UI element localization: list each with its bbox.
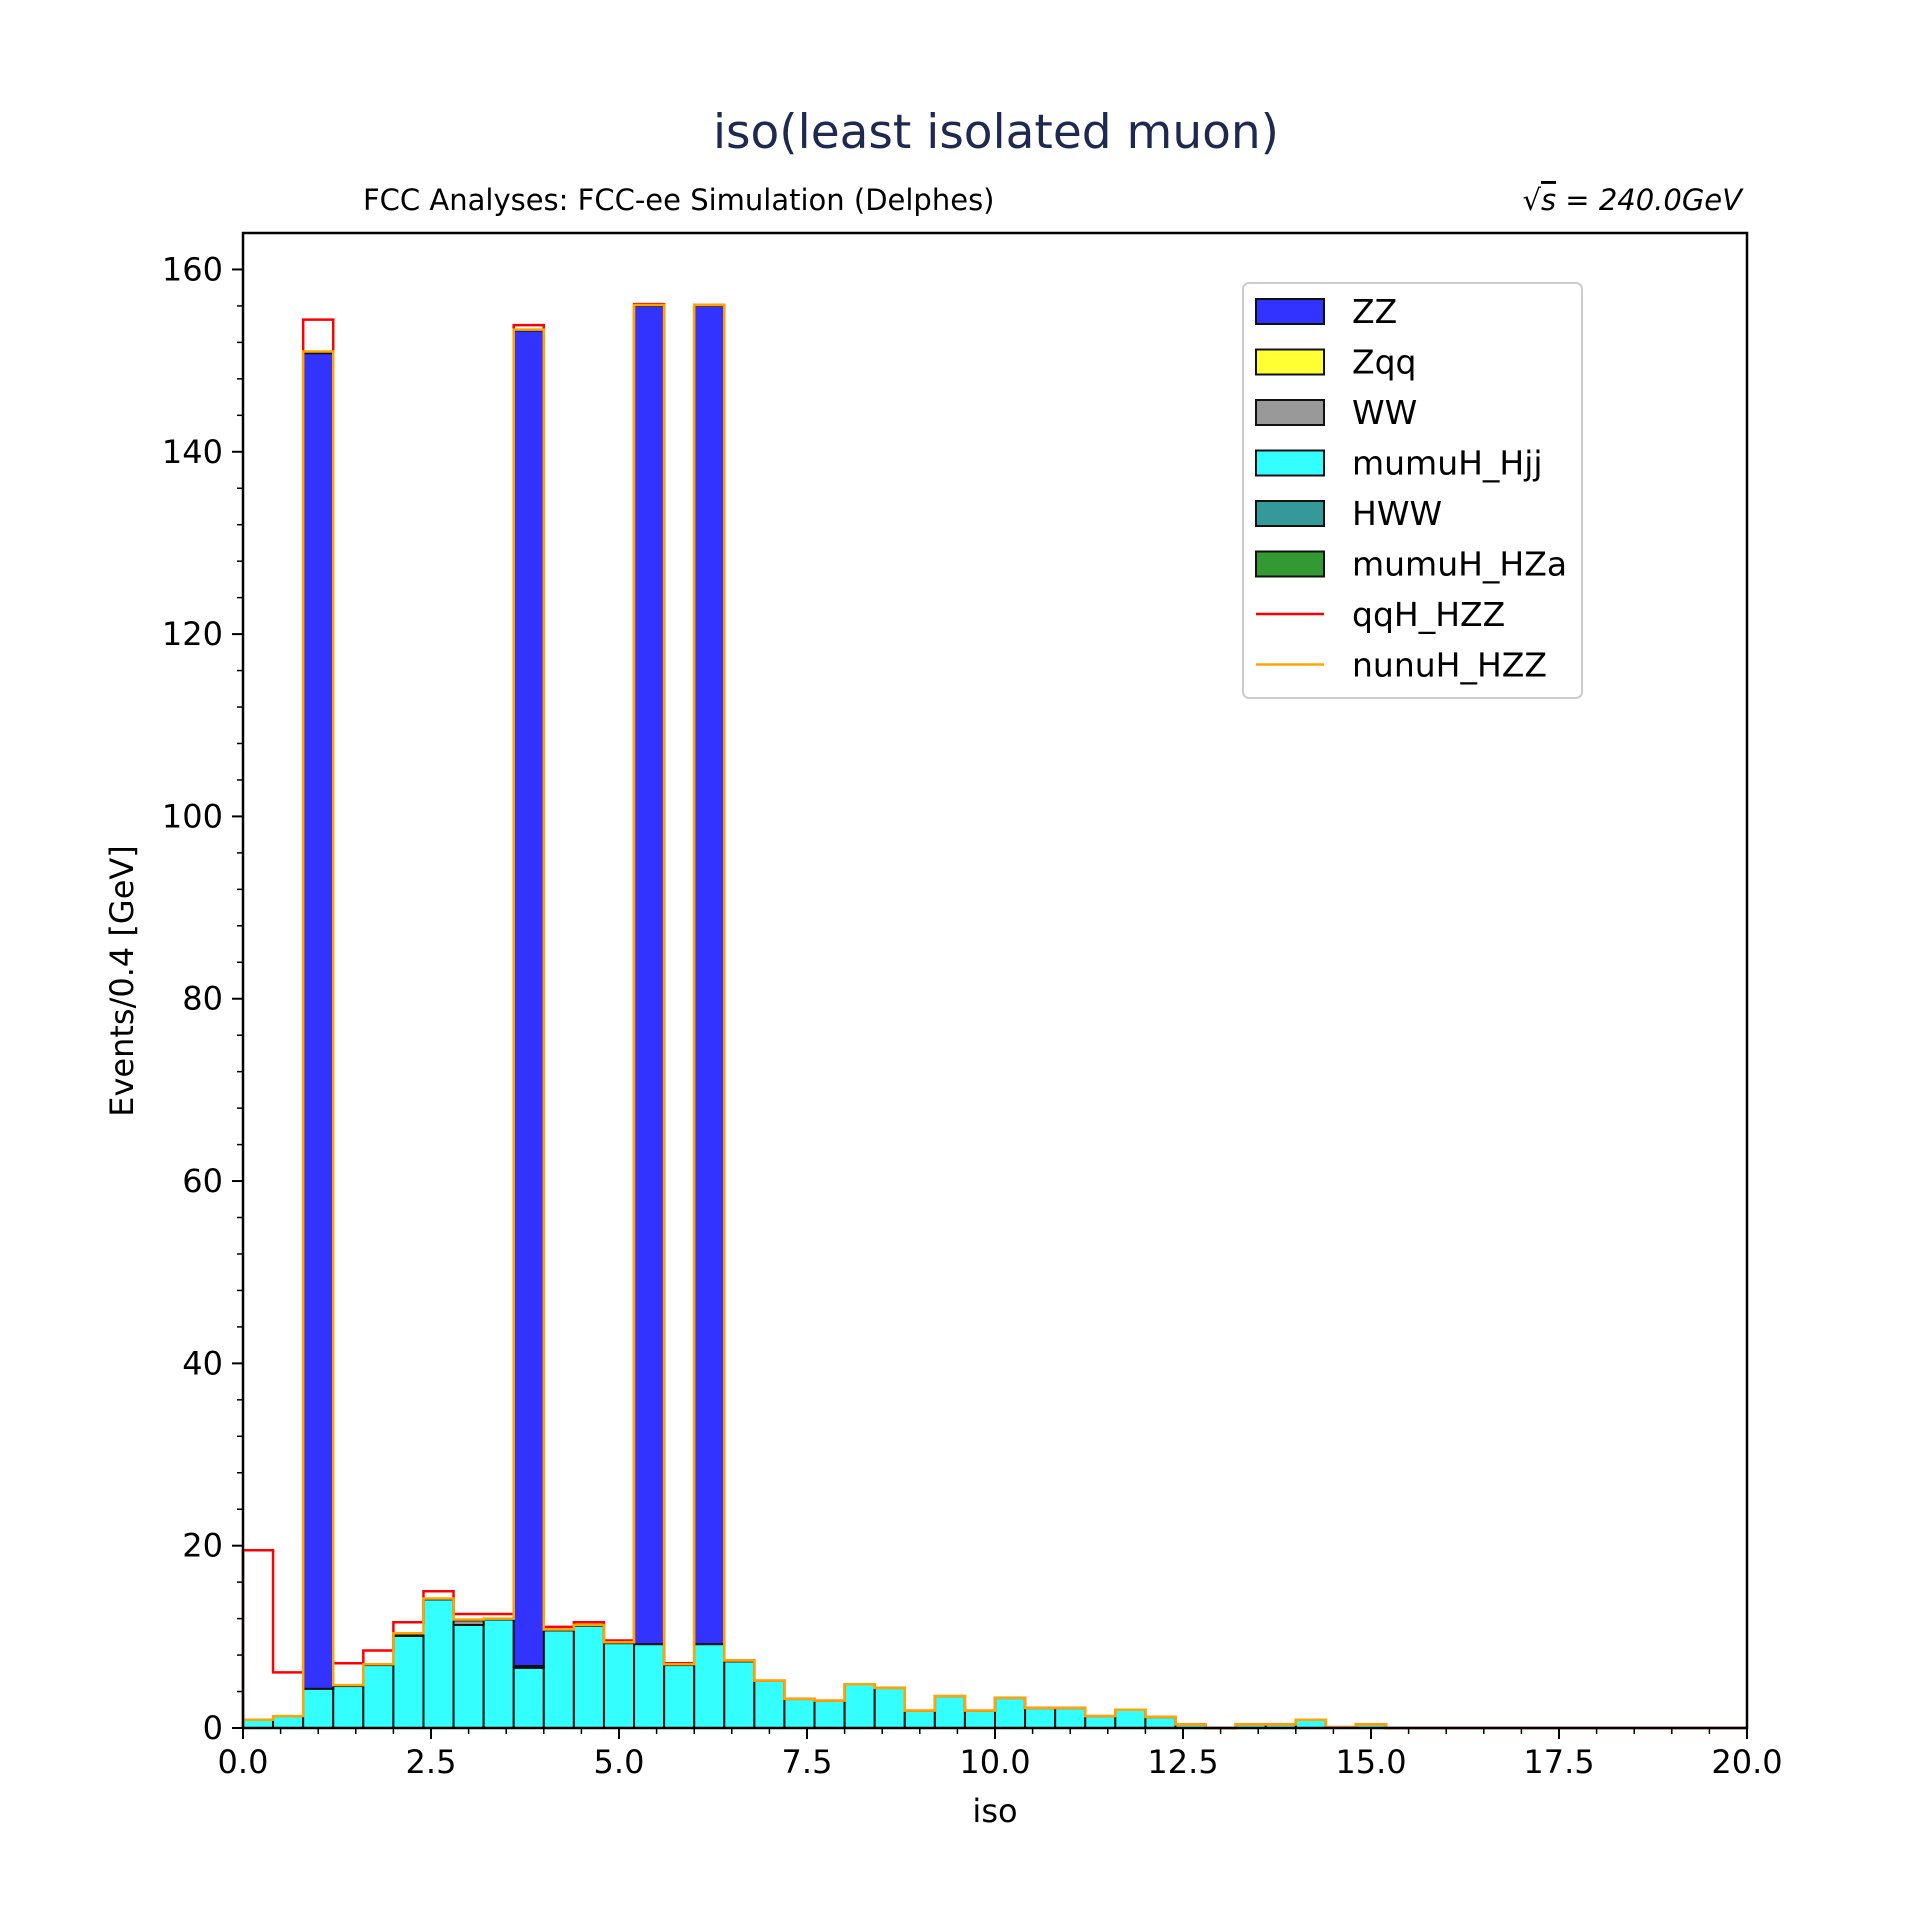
bar-ZZ-13 xyxy=(634,305,665,1645)
bar-ZZ-9 xyxy=(513,330,544,1667)
bar-mumuH_Hjj-11 xyxy=(573,1625,604,1728)
x-axis: 0.0 2.5 5.0 7.5 10.0 12.5 15.0 17.5 20.0 xyxy=(218,1728,1783,1781)
legend-label-mumuH_HZa: mumuH_HZa xyxy=(1352,545,1567,584)
bar-mumuH_Hjj-23 xyxy=(934,1696,965,1728)
legend-label-Zqq: Zqq xyxy=(1352,343,1417,382)
chart-subtitle-left: FCC Analyses: FCC-ee Simulation (Delphes… xyxy=(363,183,995,217)
y-tick-label: 120 xyxy=(162,615,223,653)
bar-mumuH_Hjj-18 xyxy=(784,1698,815,1728)
bar-mumuH_Hjj-12 xyxy=(603,1643,635,1728)
y-tick-label: 40 xyxy=(182,1344,223,1382)
bar-mumuH_Hjj-14 xyxy=(664,1665,695,1728)
y-tick-label: 0 xyxy=(203,1709,223,1747)
bar-mumuH_Hjj-3 xyxy=(333,1686,364,1728)
bar-ZZ-15 xyxy=(694,305,725,1645)
bar-mumuH_Hjj-33 xyxy=(1235,1724,1266,1728)
sqrt-symbol: √ xyxy=(1522,183,1541,217)
x-tick-label: 0.0 xyxy=(218,1743,269,1781)
x-tick-label: 10.0 xyxy=(959,1743,1030,1781)
legend-swatch-mumuH_HZa xyxy=(1255,550,1325,578)
bar-mumuH_Hjj-16 xyxy=(724,1661,755,1728)
bar-mumuH_Hjj-26 xyxy=(1025,1707,1056,1728)
bar-mumuH_Hjj-37 xyxy=(1355,1724,1387,1728)
x-tick-label: 2.5 xyxy=(406,1743,457,1781)
bar-mumuH_Hjj-8 xyxy=(483,1619,514,1728)
bar-mumuH_Hjj-27 xyxy=(1055,1707,1086,1728)
x-tick-label: 12.5 xyxy=(1147,1743,1218,1781)
bar-mumuH_Hjj-15 xyxy=(694,1644,725,1728)
legend-label-ZZ: ZZ xyxy=(1352,292,1397,331)
y-axis: 0 20 40 60 80 100 120 140 160 xyxy=(162,250,243,1747)
y-tick-label: 60 xyxy=(182,1162,223,1200)
legend-label-qqH_HZZ: qqH_HZZ xyxy=(1352,595,1505,634)
legend-label-WW: WW xyxy=(1352,393,1417,432)
bar-WW-7 xyxy=(453,1620,484,1625)
step-line-nunuH_HZZ xyxy=(241,303,1747,1730)
y-tick-label: 100 xyxy=(162,797,223,835)
y-tick-label: 20 xyxy=(182,1527,223,1565)
legend-label-mumuH_Hjj: mumuH_Hjj xyxy=(1352,444,1543,483)
legend-swatch-mumuH_Hjj xyxy=(1255,449,1325,477)
bars-layer xyxy=(242,304,1388,1730)
bar-mumuH_Hjj-7 xyxy=(453,1624,484,1728)
x-tick-label: 5.0 xyxy=(594,1743,645,1781)
bar-mumuH_Hjj-35 xyxy=(1295,1719,1326,1728)
x-axis-label: iso xyxy=(972,1792,1017,1830)
y-tick-label: 140 xyxy=(162,433,223,471)
x-tick-label: 15.0 xyxy=(1335,1743,1406,1781)
steps-layer xyxy=(241,302,1747,1730)
y-axis-label: Events/0.4 [GeV] xyxy=(103,845,141,1117)
bar-mumuH_Hjj-5 xyxy=(393,1635,424,1728)
legend-swatch-WW xyxy=(1255,399,1325,426)
y-tick-label: 160 xyxy=(162,250,223,288)
chart-title: iso(least isolated muon) xyxy=(713,105,1279,160)
bar-mumuH_Hjj-22 xyxy=(904,1710,935,1728)
bar-mumuH_Hjj-19 xyxy=(814,1700,845,1728)
bar-mumuH_Hjj-25 xyxy=(995,1697,1026,1728)
bar-mumuH_Hjj-34 xyxy=(1265,1724,1296,1728)
legend-swatch-ZZ xyxy=(1255,298,1325,325)
bar-mumuH_Hjj-30 xyxy=(1145,1717,1176,1728)
energy-value: = 240.0GeV xyxy=(1556,183,1744,217)
bar-ZZ-2 xyxy=(303,353,334,1689)
bar-mumuH_Hjj-29 xyxy=(1115,1709,1146,1728)
bar-mumuH_Hjj-13 xyxy=(634,1644,665,1728)
legend-label-nunuH_HZZ: nunuH_HZZ xyxy=(1352,646,1547,685)
bar-mumuH_Hjj-2 xyxy=(303,1688,334,1728)
bar-mumuH_Hjj-28 xyxy=(1085,1716,1116,1728)
legend: ZZ Zqq WW mumuH_Hjj HWW mumuH_HZa qqH_HZZ nunuH… xyxy=(1242,282,1583,699)
legend-frame xyxy=(1242,282,1583,699)
bar-mumuH_Hjj-6 xyxy=(423,1599,454,1728)
y-tick-label: 80 xyxy=(182,980,223,1018)
bar-mumuH_Hjj-10 xyxy=(543,1630,574,1728)
bar-mumuH_Hjj-9 xyxy=(513,1667,544,1728)
bar-mumuH_Hjj-1 xyxy=(273,1716,304,1728)
bar-mumuH_Hjj-4 xyxy=(363,1665,394,1728)
x-tick-label: 17.5 xyxy=(1523,1743,1594,1781)
x-tick-label: 7.5 xyxy=(782,1743,833,1781)
energy-variable: s xyxy=(1541,183,1556,217)
bar-mumuH_Hjj-21 xyxy=(874,1687,905,1728)
bar-mumuH_Hjj-20 xyxy=(844,1684,875,1728)
chart-subtitle-right: √s = 240.0GeV xyxy=(1522,183,1744,217)
legend-label-HWW: HWW xyxy=(1352,494,1442,533)
legend-swatch-Zqq xyxy=(1255,348,1325,376)
bar-mumuH_Hjj-24 xyxy=(964,1710,995,1728)
legend-swatch-HWW xyxy=(1255,500,1325,527)
bar-mumuH_Hjj-0 xyxy=(243,1719,274,1728)
bar-mumuH_Hjj-31 xyxy=(1175,1724,1206,1728)
bar-mumuH_Hjj-17 xyxy=(754,1680,785,1728)
x-tick-label: 20.0 xyxy=(1711,1743,1782,1781)
